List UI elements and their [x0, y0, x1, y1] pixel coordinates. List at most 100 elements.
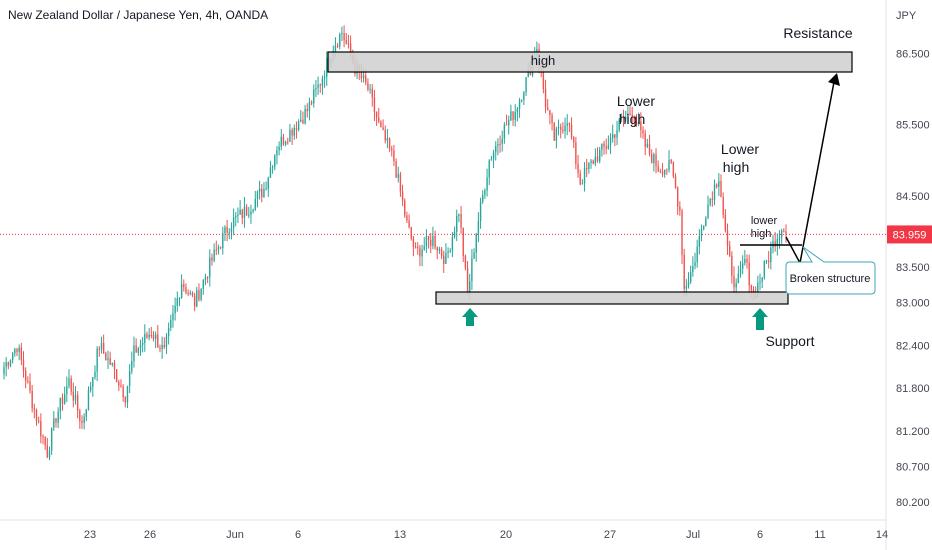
- candle: [557, 119, 560, 136]
- candle: [211, 253, 213, 266]
- candle: [124, 396, 127, 408]
- candle: [191, 291, 194, 298]
- candle: [696, 239, 698, 268]
- resistance-label: Resistance: [783, 25, 852, 41]
- candle-body: [696, 246, 698, 263]
- candle-body: [120, 385, 122, 387]
- chart-title: New Zealand Dollar / Japanese Yen, 4h, O…: [8, 8, 268, 22]
- candle: [523, 90, 525, 106]
- candle-body: [308, 101, 311, 112]
- candle: [456, 209, 458, 242]
- candle: [573, 136, 575, 149]
- support-arrow-1: [462, 308, 478, 326]
- candle: [490, 155, 493, 161]
- candle-body: [728, 245, 731, 256]
- candle-body: [614, 134, 616, 138]
- candle-body: [579, 173, 581, 185]
- candle: [206, 276, 209, 284]
- candle-body: [74, 394, 77, 401]
- candle: [189, 290, 191, 296]
- candle-body: [196, 290, 198, 307]
- candle: [11, 352, 14, 364]
- candle-body: [711, 198, 714, 201]
- candle-body: [549, 110, 551, 116]
- candle: [588, 162, 590, 174]
- candle-body: [668, 159, 670, 170]
- candle-body: [661, 171, 664, 175]
- candle: [265, 181, 267, 191]
- candle-body: [421, 249, 423, 257]
- candle-body: [575, 142, 577, 164]
- candle-body: [172, 313, 174, 321]
- candle: [284, 140, 287, 147]
- candle: [48, 446, 51, 461]
- candle-body: [35, 409, 38, 421]
- candle-body: [133, 345, 135, 361]
- candle: [581, 179, 584, 185]
- time-tick-label: 6: [295, 529, 301, 541]
- candle-body: [157, 334, 159, 348]
- candle: [679, 201, 681, 216]
- candle: [339, 32, 341, 50]
- candle-body: [5, 362, 7, 367]
- candle: [406, 211, 408, 224]
- candle-body: [174, 305, 176, 314]
- candle-body: [241, 209, 243, 218]
- candle: [661, 162, 664, 178]
- candle-body: [542, 71, 545, 90]
- price-axis[interactable]: 86.500 85.500 84.500 83.500 83.000 82.400 81.8…: [896, 48, 930, 509]
- candle-body: [362, 75, 365, 79]
- candle: [202, 279, 204, 295]
- candle-body: [460, 214, 462, 228]
- candle: [620, 113, 623, 123]
- candle: [525, 77, 527, 96]
- candle: [16, 347, 18, 357]
- candle-body: [427, 236, 430, 240]
- candle-body: [200, 288, 202, 300]
- candle-body: [96, 348, 98, 372]
- candle: [109, 351, 111, 365]
- candle-body: [683, 254, 685, 289]
- candle: [341, 26, 343, 42]
- candle-body: [302, 119, 304, 124]
- candle-body: [222, 233, 224, 249]
- candle-body: [527, 69, 529, 78]
- candle-body: [81, 420, 83, 424]
- broken-structure-callout[interactable]: [785, 246, 876, 295]
- last-price-tag: 83.959: [887, 225, 932, 244]
- price-tick-label: 81.800: [896, 383, 930, 395]
- candle-body: [261, 188, 263, 197]
- candle: [670, 158, 672, 165]
- candle: [81, 415, 83, 429]
- candle-body: [430, 239, 432, 246]
- candle-body: [219, 247, 222, 249]
- candle: [759, 273, 761, 291]
- candle: [687, 272, 690, 289]
- candle: [492, 149, 495, 169]
- candle: [59, 397, 62, 420]
- candle: [230, 222, 233, 240]
- candle: [544, 79, 547, 114]
- time-axis[interactable]: 23 26 Jun 6 13 20 27 Jul 6 11 14: [84, 529, 888, 541]
- candle-body: [484, 190, 486, 195]
- support-zone[interactable]: [435, 291, 789, 305]
- candle: [417, 242, 419, 255]
- candle-body: [492, 152, 495, 160]
- candle: [18, 344, 20, 361]
- candle: [174, 297, 176, 321]
- candle: [596, 147, 599, 163]
- price-tick-label: 82.400: [896, 340, 930, 352]
- candle-body: [191, 292, 194, 296]
- resistance-zone[interactable]: [327, 51, 853, 73]
- candle-body: [295, 127, 298, 130]
- candle: [128, 364, 131, 393]
- candle-body: [70, 378, 72, 392]
- broken-structure-label: Broken structure: [790, 273, 871, 285]
- candle-body: [345, 39, 347, 44]
- candle: [185, 283, 187, 295]
- lower-high-label-3a: lower: [751, 215, 778, 227]
- candle-body: [594, 156, 597, 164]
- candle: [170, 314, 172, 332]
- candle-body: [386, 138, 389, 141]
